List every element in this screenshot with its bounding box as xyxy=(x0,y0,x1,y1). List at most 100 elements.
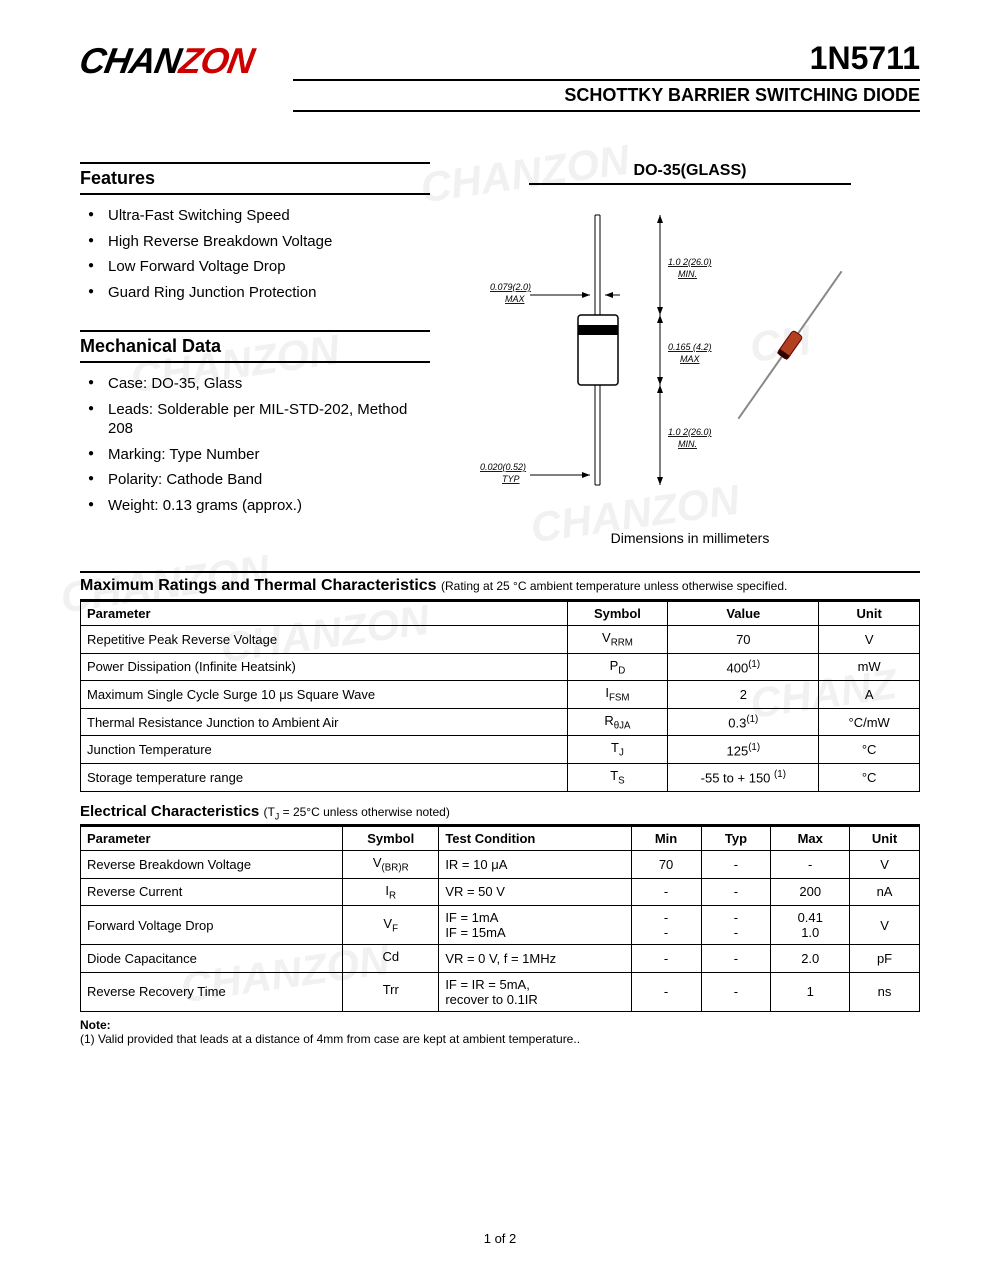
cell-unit: °C xyxy=(819,736,920,764)
cell-symbol: Trr xyxy=(343,972,439,1011)
cell-unit: V xyxy=(850,906,920,945)
cell-symbol: TJ xyxy=(567,736,668,764)
col-symbol: Symbol xyxy=(567,602,668,626)
cell-symbol: IR xyxy=(343,878,439,906)
cell-min: 70 xyxy=(631,850,701,878)
cell-symbol: Cd xyxy=(343,945,439,973)
cell-max: 200 xyxy=(771,878,850,906)
cell-max: 2.0 xyxy=(771,945,850,973)
header: CHANZON 1N5711 SCHOTTKY BARRIER SWITCHIN… xyxy=(80,40,920,112)
cell-param: Repetitive Peak Reverse Voltage xyxy=(81,626,568,654)
footnote: Note: (1) Valid provided that leads at a… xyxy=(80,1018,920,1046)
mechanical-heading: Mechanical Data xyxy=(80,330,430,363)
ecol-cond: Test Condition xyxy=(439,826,631,850)
cell-symbol: TS xyxy=(567,763,668,791)
electrical-note: (TJ = 25°C unless otherwise noted) xyxy=(263,805,449,819)
cell-value: 0.3(1) xyxy=(668,708,819,736)
cell-value: 400(1) xyxy=(668,653,819,681)
cell-typ: - xyxy=(701,945,771,973)
table-row: Forward Voltage DropVFIF = 1mAIF = 15mA-… xyxy=(81,906,920,945)
cell-unit: ns xyxy=(850,972,920,1011)
cell-param: Reverse Breakdown Voltage xyxy=(81,850,343,878)
cell-value: 70 xyxy=(668,626,819,654)
ecol-symbol: Symbol xyxy=(343,826,439,850)
svg-text:0.020(0.52): 0.020(0.52) xyxy=(480,462,526,472)
title-block: 1N5711 SCHOTTKY BARRIER SWITCHING DIODE xyxy=(293,40,920,112)
cell-unit: V xyxy=(850,850,920,878)
cell-min: -- xyxy=(631,906,701,945)
cell-symbol: VRRM xyxy=(567,626,668,654)
cell-cond: IF = 1mAIF = 15mA xyxy=(439,906,631,945)
table-row: Thermal Resistance Junction to Ambient A… xyxy=(81,708,920,736)
table-row: Reverse Recovery TimeTrrIF = IR = 5mA,re… xyxy=(81,972,920,1011)
table-row: Maximum Single Cycle Surge 10 μs Square … xyxy=(81,681,920,709)
svg-text:MIN.: MIN. xyxy=(678,269,697,279)
features-list: Ultra-Fast Switching Speed High Reverse … xyxy=(80,203,430,305)
cell-max: 1 xyxy=(771,972,850,1011)
cell-symbol: V(BR)R xyxy=(343,850,439,878)
cell-param: Reverse Current xyxy=(81,878,343,906)
table-row: Storage temperature rangeTS-55 to + 150 … xyxy=(81,763,920,791)
cell-value: 2 xyxy=(668,681,819,709)
feature-item: Low Forward Voltage Drop xyxy=(80,254,430,280)
cell-cond: IF = IR = 5mA,recover to 0.1IR xyxy=(439,972,631,1011)
table-row: Reverse CurrentIRVR = 50 V--200nA xyxy=(81,878,920,906)
brand-logo: CHANZON xyxy=(76,40,256,82)
package-title: DO-35(GLASS) xyxy=(529,162,851,185)
dimensions-caption: Dimensions in millimeters xyxy=(460,530,920,546)
features-heading: Features xyxy=(80,162,430,195)
max-ratings-title: Maximum Ratings and Thermal Characterist… xyxy=(80,577,437,594)
svg-text:1.0 2(26.0): 1.0 2(26.0) xyxy=(668,257,712,267)
mechanical-list: Case: DO-35, Glass Leads: Solderable per… xyxy=(80,371,430,518)
mech-item: Polarity: Cathode Band xyxy=(80,467,430,493)
svg-text:TYP: TYP xyxy=(502,474,520,484)
part-number: 1N5711 xyxy=(293,40,920,81)
mech-item: Marking: Type Number xyxy=(80,442,430,468)
table-row: Power Dissipation (Infinite Heatsink)PD4… xyxy=(81,653,920,681)
table-row: Diode CapacitanceCdVR = 0 V, f = 1MHz--2… xyxy=(81,945,920,973)
cell-min: - xyxy=(631,878,701,906)
logo-text-2: ZON xyxy=(176,40,256,81)
cell-param: Forward Voltage Drop xyxy=(81,906,343,945)
ecol-min: Min xyxy=(631,826,701,850)
electrical-table: Parameter Symbol Test Condition Min Typ … xyxy=(80,826,920,1012)
svg-text:MAX: MAX xyxy=(505,294,526,304)
svg-text:MAX: MAX xyxy=(680,354,701,364)
cell-symbol: VF xyxy=(343,906,439,945)
ecol-max: Max xyxy=(771,826,850,850)
feature-item: Ultra-Fast Switching Speed xyxy=(80,203,430,229)
svg-text:1.0 2(26.0): 1.0 2(26.0) xyxy=(668,427,712,437)
cell-param: Junction Temperature xyxy=(81,736,568,764)
cell-unit: °C/mW xyxy=(819,708,920,736)
footnote-text: (1) Valid provided that leads at a dista… xyxy=(80,1032,580,1046)
cell-unit: A xyxy=(819,681,920,709)
svg-text:0.165 (4.2): 0.165 (4.2) xyxy=(668,342,712,352)
table-row: Reverse Breakdown VoltageV(BR)RIR = 10 μ… xyxy=(81,850,920,878)
subtitle: SCHOTTKY BARRIER SWITCHING DIODE xyxy=(293,81,920,112)
cell-typ: - xyxy=(701,972,771,1011)
cell-param: Thermal Resistance Junction to Ambient A… xyxy=(81,708,568,736)
cell-unit: pF xyxy=(850,945,920,973)
svg-text:0.079(2.0): 0.079(2.0) xyxy=(490,282,531,292)
ecol-typ: Typ xyxy=(701,826,771,850)
max-ratings-heading: Maximum Ratings and Thermal Characterist… xyxy=(80,571,920,601)
cell-value: 125(1) xyxy=(668,736,819,764)
col-unit: Unit xyxy=(819,602,920,626)
cell-param: Power Dissipation (Infinite Heatsink) xyxy=(81,653,568,681)
electrical-title: Electrical Characteristics xyxy=(80,803,259,820)
mech-item: Leads: Solderable per MIL-STD-202, Metho… xyxy=(80,397,430,442)
cell-typ: - xyxy=(701,850,771,878)
cell-max: - xyxy=(771,850,850,878)
cell-typ: -- xyxy=(701,906,771,945)
table-row: Repetitive Peak Reverse VoltageVRRM70V xyxy=(81,626,920,654)
electrical-heading: Electrical Characteristics (TJ = 25°C un… xyxy=(80,800,920,826)
col-param: Parameter xyxy=(81,602,568,626)
cell-unit: V xyxy=(819,626,920,654)
cell-cond: VR = 50 V xyxy=(439,878,631,906)
max-ratings-note: (Rating at 25 °C ambient temperature unl… xyxy=(441,579,787,593)
cell-param: Diode Capacitance xyxy=(81,945,343,973)
cell-min: - xyxy=(631,972,701,1011)
cell-symbol: RθJA xyxy=(567,708,668,736)
package-diagram: 1.0 2(26.0) MIN. 0.165 (4.2) MAX 1.0 2(2… xyxy=(460,195,920,525)
cell-typ: - xyxy=(701,878,771,906)
